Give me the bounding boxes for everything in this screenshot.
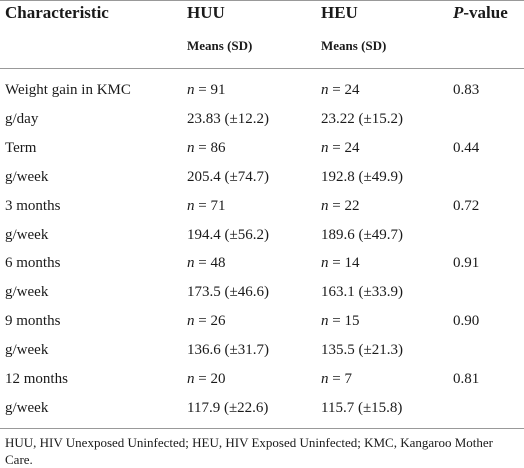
text-part: = 22: [328, 197, 360, 214]
row-label: g/day: [5, 110, 39, 127]
header-cell: P-value: [453, 4, 508, 22]
cell: 205.4 (±74.7): [187, 168, 269, 185]
row-label: g/week: [5, 226, 49, 243]
cell: 135.5 (±21.3): [321, 342, 403, 359]
italic-part: n: [187, 197, 195, 214]
cell: 0.72: [453, 197, 480, 214]
text-part: = 91: [194, 82, 226, 98]
cell: 117.9 (±22.6): [187, 399, 269, 416]
bottom-rule: [0, 428, 524, 429]
italic-part: n: [187, 82, 195, 98]
row-label: g/week: [5, 342, 49, 359]
text-part: = 14: [328, 255, 360, 272]
cell: 0.81: [453, 371, 480, 387]
text-part: = 24: [328, 139, 360, 156]
cell: 136.6 (±31.7): [187, 342, 269, 359]
cell: 163.1 (±33.9): [321, 284, 403, 301]
cell: n = 91: [187, 81, 225, 99]
text-part: = 15: [328, 313, 360, 330]
row-label: g/week: [5, 284, 49, 301]
italic-part: n: [321, 255, 329, 272]
text-part: = 48: [194, 255, 226, 272]
row-label: 3 months: [5, 197, 61, 214]
cell: 173.5 (±46.6): [187, 284, 269, 301]
italic-part: n: [321, 371, 329, 387]
row-label: 12 months: [5, 371, 68, 387]
text-part: = 86: [194, 139, 226, 156]
header-rule: [0, 68, 524, 69]
row-label: Weight gain in KMC: [5, 82, 131, 98]
italic-part: n: [187, 255, 195, 272]
header-cell: HEU: [321, 3, 358, 22]
subheader-cell: Means (SD): [187, 38, 253, 53]
cell: 23.22 (±15.2): [321, 110, 403, 127]
cell: n = 7: [321, 370, 352, 388]
cell: 0.90: [453, 313, 480, 330]
header-cell: Characteristic: [5, 3, 109, 22]
cell: 0.44: [453, 139, 480, 156]
cell: n = 22: [321, 197, 359, 215]
cell: n = 24: [321, 81, 359, 99]
italic-part: n: [187, 313, 195, 330]
text-part: = 26: [194, 313, 226, 330]
cell: 23.83 (±12.2): [187, 110, 269, 127]
cell: 194.4 (±56.2): [187, 226, 269, 243]
row-label: 6 months: [5, 255, 61, 272]
italic-part: n: [321, 197, 329, 214]
subheader-cell: Means (SD): [321, 38, 387, 53]
text-part: = 24: [328, 82, 360, 98]
text-part: = 71: [194, 197, 226, 214]
cell: n = 26: [187, 312, 225, 330]
cell: n = 14: [321, 254, 359, 272]
italic-part: n: [321, 139, 329, 156]
italic-part: n: [187, 139, 195, 156]
cell: 0.83: [453, 82, 480, 98]
cell: n = 24: [321, 139, 359, 157]
text-part: = 7: [328, 371, 352, 387]
row-label: g/week: [5, 168, 49, 185]
row-label: Term: [5, 139, 37, 156]
text-part: -value: [463, 3, 508, 22]
cell: n = 48: [187, 254, 225, 272]
row-label: g/week: [5, 399, 49, 416]
italic-part: P: [453, 3, 464, 22]
cell: n = 15: [321, 312, 359, 330]
cell: 115.7 (±15.8): [321, 399, 403, 416]
italic-part: n: [187, 371, 195, 387]
cell: 189.6 (±49.7): [321, 226, 403, 243]
row-label: 9 months: [5, 313, 61, 330]
cell: n = 20: [187, 370, 225, 388]
italic-part: n: [321, 313, 329, 330]
italic-part: n: [321, 82, 329, 98]
cell: n = 71: [187, 197, 225, 215]
text-part: = 20: [194, 371, 226, 387]
cell: 0.91: [453, 255, 480, 272]
cell: n = 86: [187, 139, 225, 157]
cell: 192.8 (±49.9): [321, 168, 403, 185]
header-cell: HUU: [187, 3, 225, 22]
top-rule: [0, 0, 524, 1]
